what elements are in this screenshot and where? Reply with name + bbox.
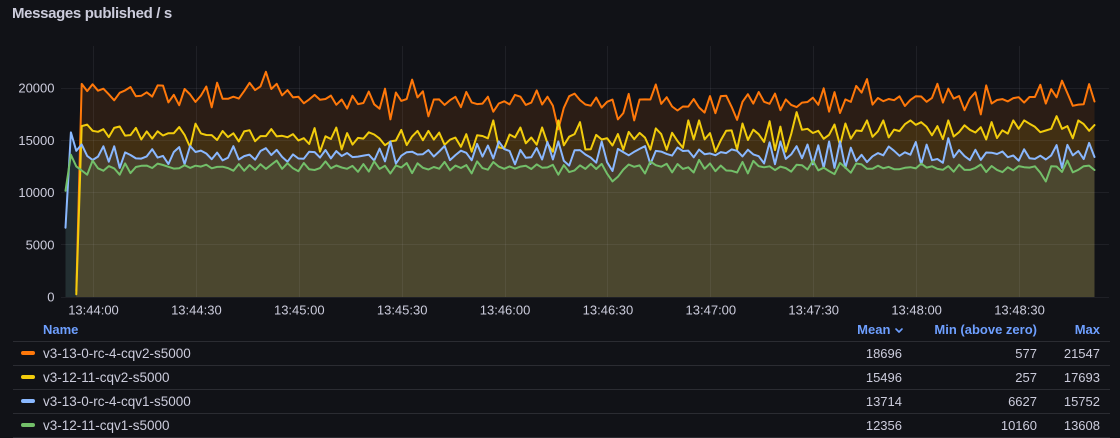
svg-text:15000: 15000: [18, 133, 54, 148]
svg-text:0: 0: [47, 290, 54, 305]
svg-text:13:47:30: 13:47:30: [788, 303, 839, 318]
svg-text:13:48:30: 13:48:30: [994, 303, 1045, 318]
svg-text:20000: 20000: [18, 81, 54, 96]
svg-text:13:47:00: 13:47:00: [686, 303, 737, 318]
svg-text:13:44:00: 13:44:00: [68, 303, 119, 318]
svg-text:13:46:00: 13:46:00: [480, 303, 531, 318]
svg-text:13:48:00: 13:48:00: [891, 303, 942, 318]
svg-text:10000: 10000: [18, 185, 54, 200]
svg-text:5000: 5000: [26, 237, 55, 252]
svg-text:13:46:30: 13:46:30: [583, 303, 634, 318]
svg-text:13:44:30: 13:44:30: [171, 303, 222, 318]
svg-text:13:45:00: 13:45:00: [274, 303, 325, 318]
svg-text:13:45:30: 13:45:30: [377, 303, 428, 318]
